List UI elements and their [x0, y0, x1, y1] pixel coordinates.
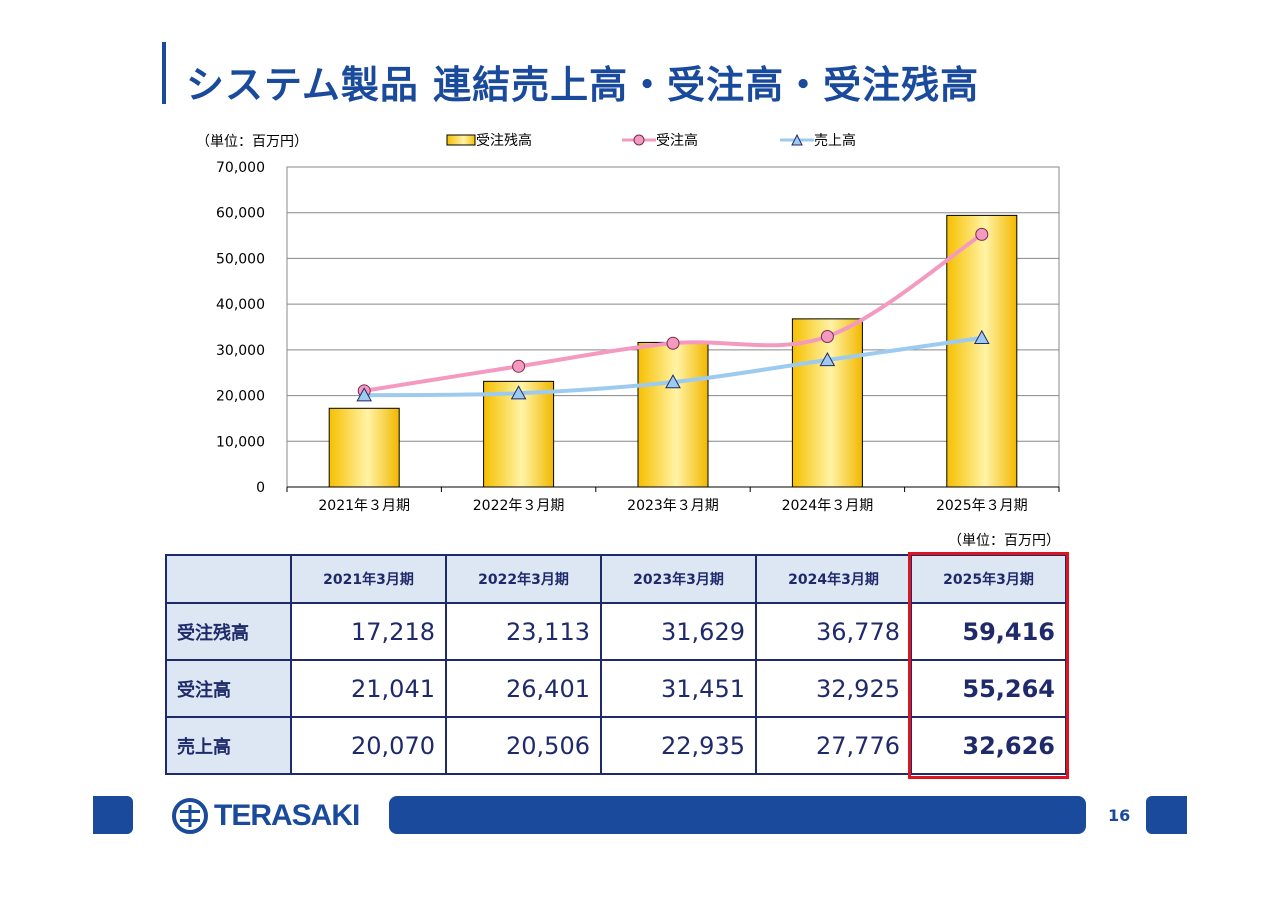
- legend-item-sales: 売上高: [780, 130, 856, 150]
- highlight-frame: [908, 552, 1069, 779]
- table-cell: 20,506: [445, 716, 602, 775]
- legend-circle-swatch: [622, 134, 656, 146]
- bar-backlog: [946, 214, 1018, 488]
- combo-chart: 0 10,000 20,000 30,000 40,000 50,000 60,000 70,…: [216, 160, 1060, 514]
- point-orders: [666, 336, 680, 350]
- table-header-cell: 2022年3月期: [445, 554, 602, 604]
- table-header-cell: 2024年3月期: [755, 554, 912, 604]
- table-unit-label: （単位：百万円）: [948, 533, 1060, 549]
- y-tick-label: 40,000: [216, 297, 265, 313]
- legend-item-backlog: 受注残高: [446, 130, 532, 150]
- y-tick-label: 0: [256, 480, 265, 496]
- table-cell-highlight: 55,264: [910, 659, 1067, 718]
- point-orders: [975, 227, 989, 241]
- y-tick-label: 50,000: [216, 251, 265, 267]
- table-cell-highlight: 32,626: [910, 716, 1067, 775]
- table-header-row: 2021年3月期 2022年3月期 2023年3月期 2024年3月期 2025…: [165, 554, 1067, 604]
- legend-label-sales: 売上高: [814, 133, 856, 149]
- table-cell: 21,041: [290, 659, 447, 718]
- table-header-cell: 2023年3月期: [600, 554, 757, 604]
- point-sales: [973, 329, 990, 344]
- bar-backlog: [791, 318, 863, 488]
- company-logo: TERASAKI: [172, 798, 360, 834]
- x-tick-label: 2025年３月期: [936, 498, 1028, 514]
- table-cell: 36,778: [755, 602, 912, 661]
- table-cell: 31,451: [600, 659, 757, 718]
- x-tick-label: 2022年３月期: [473, 498, 565, 514]
- footer-left-block: [93, 796, 133, 834]
- y-tick-label: 10,000: [216, 434, 265, 450]
- legend-label-orders: 受注高: [656, 133, 698, 149]
- legend-label-backlog: 受注残高: [476, 133, 532, 149]
- table-cell: 23,113: [445, 602, 602, 661]
- title-accent-bar: [162, 42, 166, 104]
- table-cell: 27,776: [755, 716, 912, 775]
- point-sales: [356, 387, 373, 402]
- table-row: 受注高 21,041 26,401 31,451 32,925 55,264: [165, 659, 1067, 718]
- table-cell: 31,629: [600, 602, 757, 661]
- table-cell: 26,401: [445, 659, 602, 718]
- point-sales: [510, 385, 527, 400]
- page-title: システム製品 連結売上高・受注高・受注残高: [186, 63, 980, 107]
- legend-bar-swatch: [446, 134, 476, 146]
- chart-unit-label: （単位：百万円）: [196, 134, 308, 150]
- table-header-cell: 2025年3月期: [910, 554, 1067, 604]
- footer-bar: [389, 796, 1086, 834]
- bar-backlog: [328, 407, 400, 488]
- table-row: 売上高 20,070 20,506 22,935 27,776 32,626: [165, 716, 1067, 775]
- point-orders: [512, 359, 526, 373]
- legend-item-orders: 受注高: [622, 130, 698, 150]
- table-header-cell: 2021年3月期: [290, 554, 447, 604]
- table-cell: 22,935: [600, 716, 757, 775]
- x-tick-label: 2023年３月期: [627, 498, 719, 514]
- table-row-label: 受注高: [165, 659, 292, 718]
- y-tick-label: 20,000: [216, 389, 265, 405]
- point-sales: [665, 374, 681, 389]
- y-tick-label: 30,000: [216, 343, 265, 359]
- table-row: 受注残高 17,218 23,113 31,629 36,778 59,416: [165, 602, 1067, 661]
- table-row-label: 受注残高: [165, 602, 292, 661]
- table-corner-cell: [165, 554, 292, 604]
- data-table: 2021年3月期 2022年3月期 2023年3月期 2024年3月期 2025…: [165, 554, 1067, 775]
- bar-backlog: [637, 341, 709, 488]
- point-orders: [820, 329, 834, 343]
- logo-text: TERASAKI: [214, 799, 360, 832]
- x-tick-label: 2021年３月期: [318, 498, 410, 514]
- y-tick-label: 70,000: [216, 160, 265, 176]
- table-row-label: 売上高: [165, 716, 292, 775]
- table-cell: 20,070: [290, 716, 447, 775]
- legend-triangle-swatch: [780, 134, 814, 146]
- y-tick-label: 60,000: [216, 206, 265, 222]
- table-cell: 17,218: [290, 602, 447, 661]
- footer-right-block: [1146, 796, 1187, 834]
- page-number: 16: [1108, 806, 1131, 825]
- point-sales: [819, 351, 836, 367]
- terasaki-emblem-icon: [172, 798, 208, 834]
- table-cell-highlight: 59,416: [910, 602, 1067, 661]
- table-cell: 32,925: [755, 659, 912, 718]
- x-tick-label: 2024年３月期: [782, 498, 874, 514]
